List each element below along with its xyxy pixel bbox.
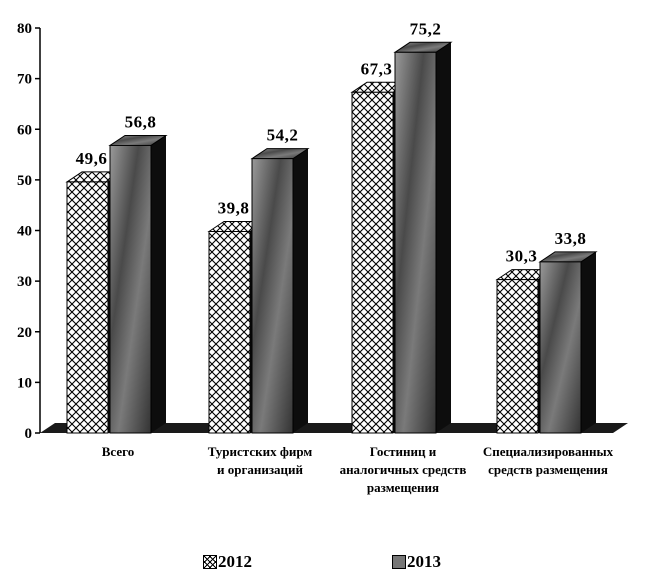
y-tick-label: 70 — [17, 72, 32, 88]
category-label: Всего — [102, 444, 134, 459]
data-label-2012: 49,6 — [76, 149, 108, 168]
category-label: Специализированных — [483, 444, 614, 459]
category-label: и организаций — [217, 462, 304, 477]
bar-2012-2 — [352, 92, 393, 433]
data-label-2012: 30,3 — [506, 247, 538, 266]
bar-2012-0 — [67, 182, 108, 433]
y-tick-label: 40 — [17, 224, 32, 240]
bar-2013-0 — [110, 145, 151, 433]
y-tick-label: 80 — [17, 21, 32, 37]
bar-side-2013-2 — [436, 42, 451, 433]
y-tick-label: 50 — [17, 173, 32, 189]
data-label-2013: 33,8 — [555, 229, 587, 248]
legend-swatch-2012 — [203, 555, 217, 569]
y-tick-label: 10 — [17, 375, 32, 391]
data-label-2013: 56,8 — [125, 112, 157, 131]
y-tick-label: 0 — [25, 426, 33, 442]
legend-item-2013: 2013 — [392, 552, 441, 572]
bar-2013-3 — [540, 262, 581, 433]
category-label: Гостиниц и — [370, 444, 437, 459]
bar-2013-2 — [395, 52, 436, 433]
bar-2013-1 — [252, 159, 293, 433]
data-label-2013: 75,2 — [410, 19, 442, 38]
category-label: средств размещения — [488, 462, 608, 477]
bar-side-2013-3 — [581, 252, 596, 433]
category-label: размещения — [367, 480, 439, 495]
y-tick-label: 20 — [17, 325, 32, 341]
y-tick-label: 60 — [17, 122, 32, 138]
bar-2012-1 — [209, 232, 250, 433]
legend-label-2012: 2012 — [218, 552, 252, 572]
bar-side-2013-1 — [293, 149, 308, 433]
data-label-2013: 54,2 — [267, 126, 299, 145]
data-label-2012: 67,3 — [361, 59, 393, 78]
bar-2012-3 — [497, 280, 538, 433]
y-tick-label: 30 — [17, 274, 32, 290]
legend-item-2012: 2012 — [203, 552, 252, 572]
category-label: Туристских фирм — [208, 444, 313, 459]
category-label: аналогичных средств — [340, 462, 467, 477]
bar-side-2013-0 — [151, 135, 166, 433]
bar-chart: 0 10 20 30 40 50 60 70 80 49,6 56,8 Всего 39,8 54,2 Т… — [0, 0, 645, 540]
legend-label-2013: 2013 — [407, 552, 441, 572]
data-label-2012: 39,8 — [218, 199, 250, 218]
legend-swatch-2013 — [392, 555, 406, 569]
